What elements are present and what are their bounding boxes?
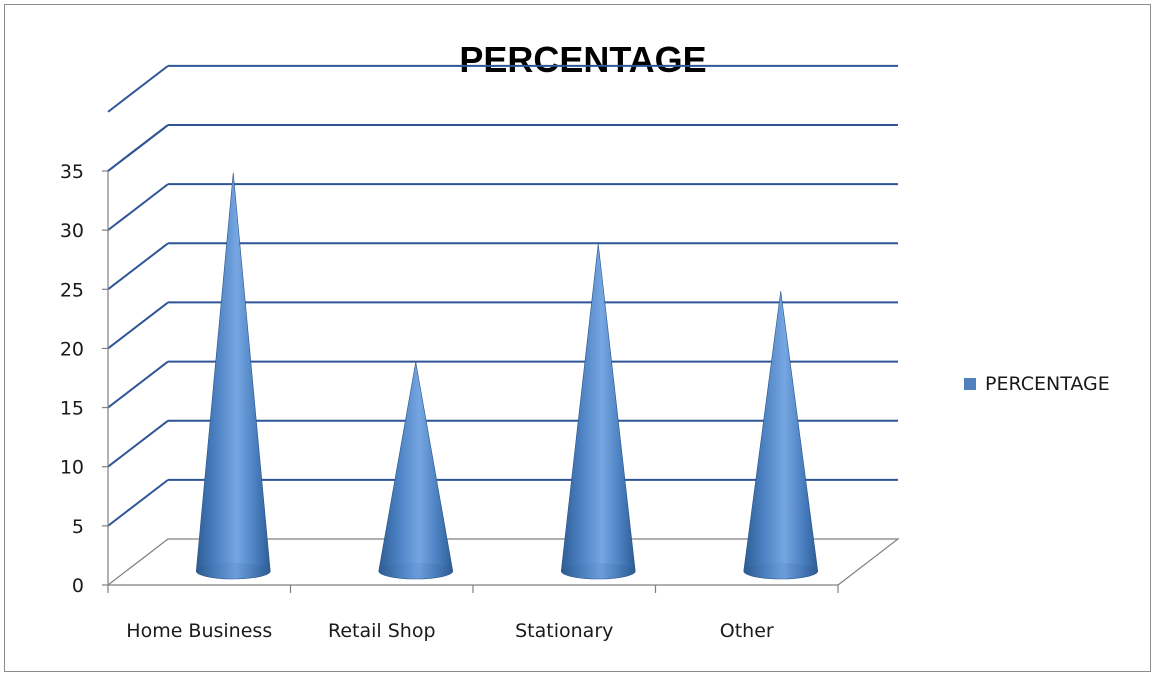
cone-mark [743,291,819,580]
gridline-side [107,65,169,113]
cone-body [378,362,454,580]
gridline-side [107,419,169,468]
gridline-side [107,124,169,172]
gridline-side [107,183,169,231]
legend-swatch [964,378,976,390]
y-tick-label: 0 [72,575,84,597]
axes [102,170,900,593]
chart-title: PERCENTAGE [459,39,706,80]
y-axis-ticks: 0 5 10 15 20 25 30 35 [60,161,84,597]
x-category-label: Home Business [126,620,272,642]
gridlines [107,64,898,527]
gridline-side [107,242,169,291]
y-tick-label: 10 [60,457,84,479]
gridline-side [107,301,169,350]
cone-mark [378,362,454,580]
cone-base [378,563,453,579]
cone-base [561,563,636,579]
cone-body [743,291,819,580]
legend: PERCENTAGE [964,373,1110,395]
x-axis-categories: Home Business Retail Shop Stationary Other [126,620,774,642]
cone-mark [195,172,271,580]
cone-body [560,243,636,580]
cone-base [196,563,271,579]
y-tick-label: 5 [72,516,84,538]
floor-outline [107,538,900,586]
cone-body [195,172,271,580]
y-tick-label: 30 [60,220,84,242]
x-category-label: Other [720,620,774,642]
gridline-side [107,360,169,409]
gridline-side [107,479,169,527]
y-tick-label: 35 [60,161,84,183]
y-tick-label: 20 [60,338,84,360]
cone-base [743,563,818,579]
legend-label: PERCENTAGE [985,373,1110,395]
y-tick-label: 15 [60,398,84,420]
chart-frame: PERCENTAGE 0 5 10 15 20 25 30 35 Home Business R… [4,4,1151,672]
x-category-label: Retail Shop [328,620,436,642]
x-category-label: Stationary [515,620,613,642]
cone-mark [560,243,636,580]
cone-chart: PERCENTAGE 0 5 10 15 20 25 30 35 Home Business R… [60,39,1110,642]
y-tick-label: 25 [60,279,84,301]
cone-series [195,172,819,580]
